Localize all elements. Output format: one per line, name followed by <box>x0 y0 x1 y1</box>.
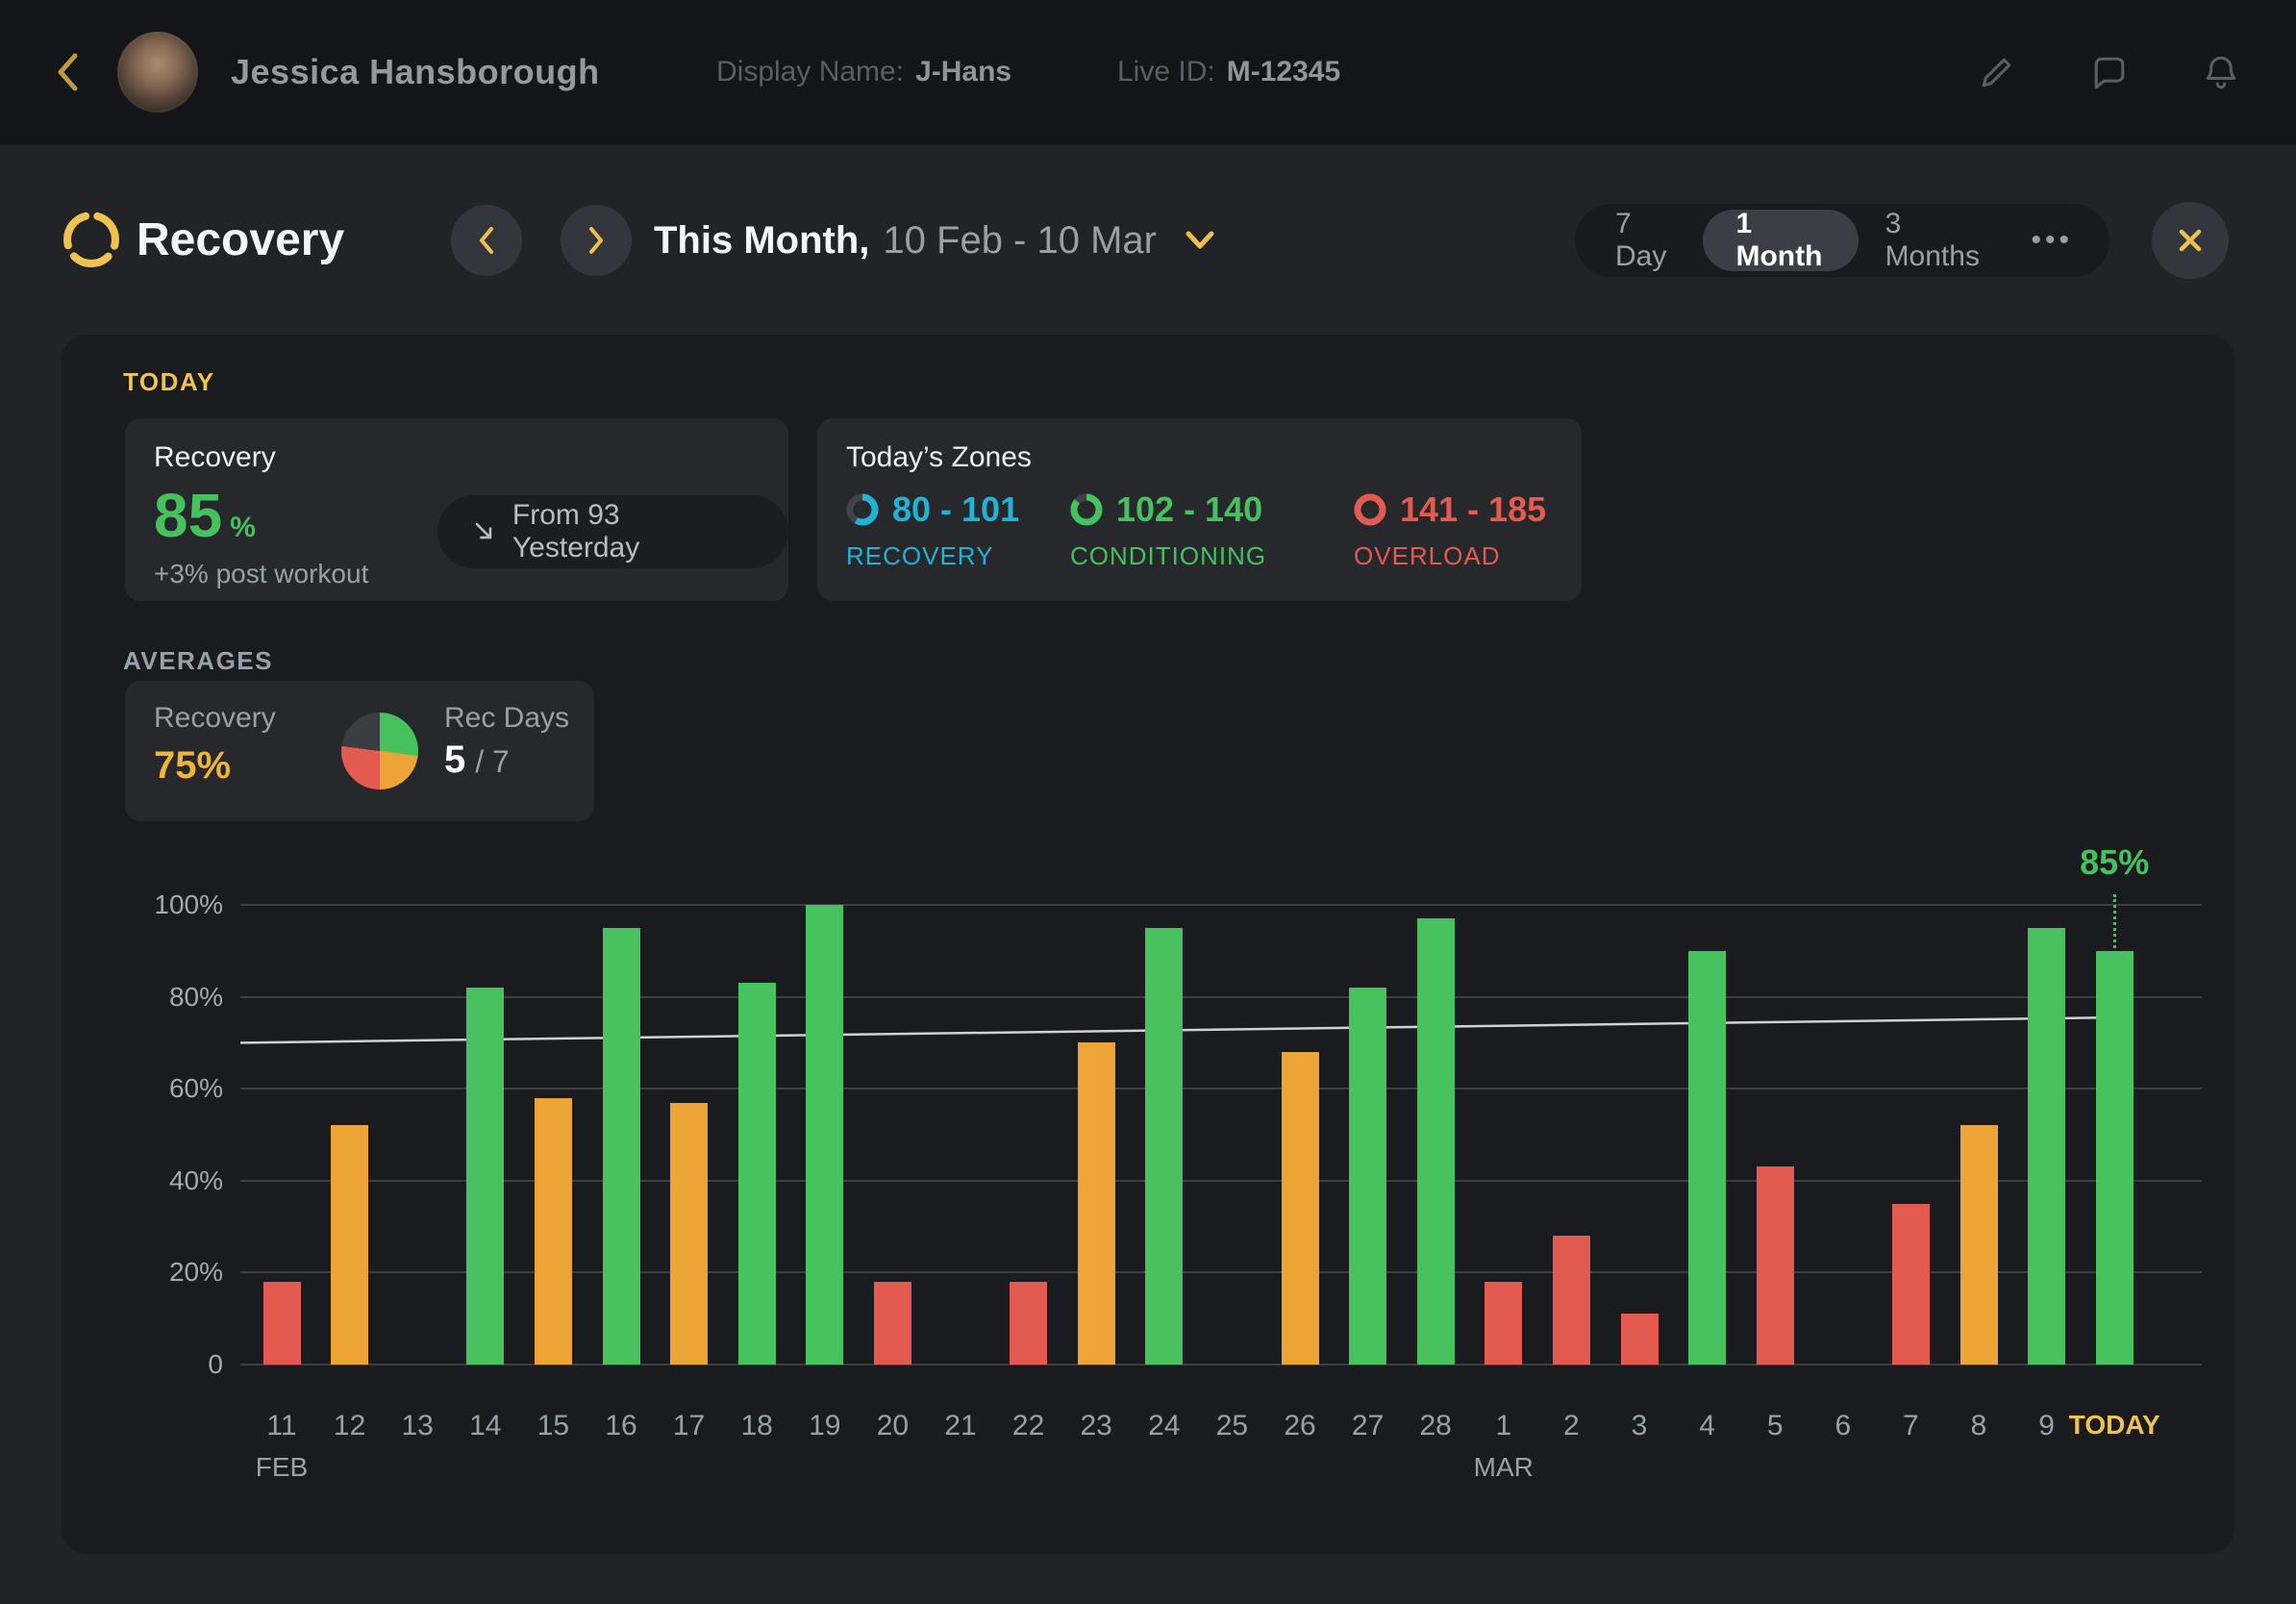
prev-period-button[interactable] <box>451 205 522 276</box>
page-title: Recovery <box>137 213 345 265</box>
zone-conditioning: 102 - 140 CONDITIONING <box>1070 489 1266 571</box>
chat-bubble-icon[interactable] <box>2088 51 2131 93</box>
live-id-value: M-12345 <box>1226 56 1341 88</box>
recovery-value: 85 <box>154 481 223 550</box>
chevron-right-icon <box>589 227 603 254</box>
chevron-left-icon <box>480 227 493 254</box>
zone-recovery: 80 - 101 RECOVERY <box>846 489 1019 571</box>
zone-overload: 141 - 185 OVERLOAD <box>1354 489 1546 571</box>
chart-bar[interactable] <box>1349 988 1387 1365</box>
user-name: Jessica Hansborough <box>231 52 600 91</box>
zone-range: 102 - 140 <box>1116 489 1263 529</box>
chart-bar[interactable] <box>331 1125 369 1365</box>
yesterday-comparison-pill[interactable]: From 93 Yesterday <box>437 495 788 568</box>
recovery-unit: % <box>230 512 256 543</box>
conditioning-zone-ring-icon <box>1070 493 1103 526</box>
recovery-subtext: +3% post workout <box>154 559 369 589</box>
range-3-months[interactable]: 3 Months <box>1884 208 1980 272</box>
close-button[interactable] <box>2152 202 2229 279</box>
rec-days-value: 5 <box>444 739 466 781</box>
chart-bar[interactable] <box>466 988 505 1365</box>
rec-days-pie-chart <box>341 713 418 789</box>
chart-bar[interactable] <box>873 1281 911 1365</box>
date-range-selector[interactable]: This Month, 10 Feb - 10 Mar <box>654 206 1216 275</box>
chart-bar[interactable] <box>1485 1281 1523 1365</box>
yesterday-comparison-text: From 93 Yesterday <box>512 499 640 564</box>
date-period-label: This Month, <box>654 218 870 262</box>
chart-bar[interactable] <box>737 983 776 1365</box>
recovery-value-row: 85 % <box>154 480 256 551</box>
chart-bar[interactable] <box>1756 1166 1794 1365</box>
avg-recovery-value: 75% <box>154 744 232 787</box>
chevron-down-icon <box>1185 231 1214 249</box>
chart-bar[interactable] <box>2028 927 2066 1365</box>
rec-days-total: / 7 <box>475 744 510 779</box>
range-segmented-control: 7 Day 1 Month 3 Months ••• <box>1575 204 2109 277</box>
back-chevron-icon[interactable] <box>50 48 85 96</box>
zones-card-title: Today’s Zones <box>846 441 1032 473</box>
top-bar: Jessica Hansborough Display Name: J-Hans… <box>0 0 2296 144</box>
chart-bar[interactable] <box>1620 1314 1659 1365</box>
live-id-group: Live ID: M-12345 <box>1117 0 1340 144</box>
chart-bar[interactable] <box>602 927 640 1365</box>
chart-bar[interactable] <box>1959 1125 1998 1365</box>
edit-pencil-icon[interactable] <box>1976 51 2018 93</box>
zone-name: RECOVERY <box>846 541 994 570</box>
range-7-day[interactable]: 7 Day <box>1615 208 1667 272</box>
todays-zones-card: Today’s Zones 80 - 101 RECOVERY 102 - 14… <box>817 418 1582 601</box>
chart-bar[interactable] <box>1891 1203 1930 1365</box>
chart-bar[interactable] <box>670 1102 709 1365</box>
chart-bar[interactable] <box>806 905 844 1365</box>
zone-range: 141 - 185 <box>1400 489 1547 529</box>
chart-bar[interactable] <box>1010 1281 1048 1365</box>
averages-card: Recovery 75% Rec Days 5 / 7 <box>125 681 594 821</box>
today-section-label: TODAY <box>123 367 215 396</box>
chart-bar[interactable] <box>534 1097 572 1365</box>
recovery-zone-ring-icon <box>846 493 879 526</box>
avg-recovery-label: Recovery <box>154 702 276 734</box>
chart-bar[interactable] <box>262 1281 301 1365</box>
chart-bar[interactable] <box>1688 950 1727 1365</box>
live-id-label: Live ID: <box>1117 56 1215 88</box>
chart-bar[interactable] <box>2095 950 2134 1365</box>
more-options-icon[interactable]: ••• <box>2031 224 2073 256</box>
chart-bar[interactable] <box>1552 1236 1590 1365</box>
next-period-button[interactable] <box>561 205 632 276</box>
date-range-text: 10 Feb - 10 Mar <box>883 218 1157 262</box>
chart-bar[interactable] <box>1416 918 1455 1365</box>
range-1-month[interactable]: 1 Month <box>1703 208 1859 272</box>
recovery-card-title: Recovery <box>154 441 276 473</box>
arrow-down-right-icon <box>475 522 492 539</box>
notification-bell-icon[interactable] <box>2200 51 2242 93</box>
display-name-group: Display Name: J-Hans <box>716 0 1011 144</box>
recovery-today-card: Recovery 85 % +3% post workout From 93 Y… <box>125 418 788 601</box>
display-name-label: Display Name: <box>716 56 905 88</box>
zone-name: CONDITIONING <box>1070 541 1267 570</box>
recovery-ring-icon <box>63 212 119 267</box>
averages-section-label: AVERAGES <box>123 646 273 675</box>
avatar[interactable] <box>117 32 198 113</box>
zone-name: OVERLOAD <box>1354 541 1501 570</box>
rec-days-value-row: 5 / 7 <box>444 739 510 782</box>
zone-range: 80 - 101 <box>892 489 1020 529</box>
chart-bar[interactable] <box>1077 1042 1115 1365</box>
chart-bar[interactable] <box>1281 1051 1319 1365</box>
display-name-value: J-Hans <box>915 56 1012 88</box>
rec-days-label: Rec Days <box>444 702 570 734</box>
chart-bar[interactable] <box>1145 927 1184 1365</box>
close-icon <box>2179 229 2202 252</box>
overload-zone-ring-icon <box>1354 493 1386 526</box>
